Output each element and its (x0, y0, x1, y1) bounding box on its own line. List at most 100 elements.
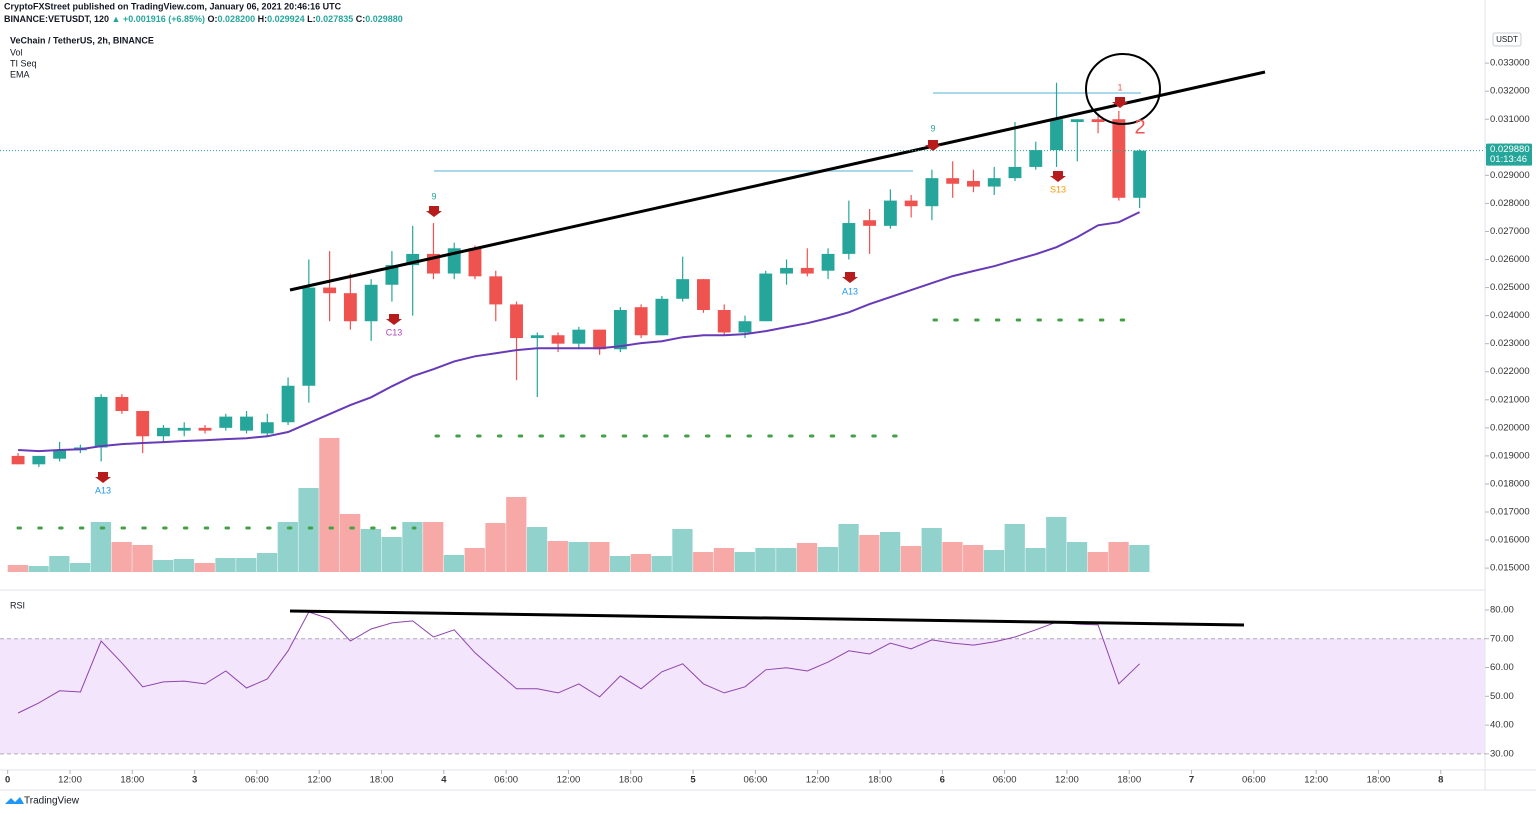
volume-bar (796, 543, 818, 572)
candle-body (510, 304, 523, 339)
volume-bar (817, 547, 838, 572)
volume-bar (963, 545, 984, 572)
y-tick-label: 0.019000 (1490, 450, 1530, 461)
volume-bar (90, 522, 112, 572)
y-tick-label: 0.016000 (1490, 535, 1530, 546)
ohlc-key: C: (356, 14, 366, 24)
volume-bar (1087, 552, 1108, 572)
candle-body (53, 450, 67, 459)
volume-bar (651, 556, 672, 572)
volume-bar (755, 548, 776, 572)
candle-body (115, 396, 129, 412)
y-tick-label: 0.021000 (1490, 394, 1530, 405)
annotation: 9 (930, 123, 935, 133)
indicator: Vol (10, 47, 23, 57)
y2-tick-label: 40.00 (1490, 720, 1514, 731)
x-tick-label: 8 (1438, 775, 1443, 786)
candle-body (406, 253, 420, 266)
ohlc-key: L: (307, 14, 316, 24)
volume-bar (49, 556, 70, 572)
x-tick-label: 18:00 (619, 775, 643, 786)
ohlc-value: 0.029880 (365, 14, 403, 24)
published-line: CryptoFXStreet published on TradingView.… (4, 1, 342, 11)
y-tick-label: 0.023000 (1490, 338, 1530, 349)
plot (11, 82, 1147, 714)
y2-tick-label: 70.00 (1490, 633, 1514, 644)
x-tick-label: 12:00 (1304, 775, 1328, 786)
candle-body (883, 200, 897, 226)
volume-bar (526, 527, 548, 572)
candle-body (946, 178, 960, 184)
volume-bar (713, 548, 735, 572)
x-tick-label: 6 (940, 775, 945, 786)
currency-box (1492, 32, 1522, 47)
volume-bar (464, 548, 485, 572)
candle-body (821, 253, 835, 271)
rsi-background (0, 638, 1485, 755)
ema-line (18, 211, 1141, 453)
volume-bar (1046, 517, 1067, 572)
y2-tick-label: 30.00 (1490, 748, 1514, 759)
candle-body (1091, 119, 1105, 123)
candle-body (219, 416, 233, 428)
candle-body (800, 267, 814, 274)
volume-bar (402, 522, 423, 572)
candle-body (593, 329, 607, 350)
volume-bar (568, 542, 589, 572)
candle-body (987, 178, 1001, 187)
y-tick-label: 0.025000 (1490, 282, 1530, 293)
x-tick-label: 12:00 (1055, 775, 1079, 786)
indicator: EMA (10, 69, 30, 79)
y-tick-label: 0.017000 (1490, 507, 1530, 518)
y2-tick-label: 60.00 (1490, 662, 1514, 673)
volume-bar (506, 497, 527, 572)
y-tick-label: 0.033000 (1490, 58, 1530, 69)
annotations: A13 9 C13 A13 9 S13 1 2 (95, 82, 1146, 495)
annotation: 2 (1134, 116, 1145, 138)
volume-bar (173, 559, 195, 572)
x-tick-label: 5 (690, 775, 696, 786)
y-tick-label: 0.027000 (1490, 226, 1530, 237)
annotation: C13 (386, 327, 403, 337)
candle-body (1050, 119, 1063, 151)
candle-body (323, 287, 337, 294)
volume-bar (776, 548, 797, 572)
candle-body (281, 385, 295, 423)
x-tick-label: 12:00 (806, 775, 830, 786)
y-tick-label: 0.031000 (1490, 114, 1530, 125)
candle-body (613, 310, 627, 350)
candle-body (157, 427, 170, 437)
volume-bar (319, 438, 340, 572)
change: ▲ +0.001916 (+6.85%) (112, 14, 205, 24)
candle-body (198, 427, 212, 431)
ohlc-value: 0.027835 (316, 14, 354, 24)
x-tick-label: 18:00 (370, 775, 394, 786)
annotation: S13 (1050, 184, 1066, 194)
volume-bar (1108, 542, 1129, 572)
volume-bar (609, 556, 631, 572)
volume-bar (672, 529, 693, 572)
volume-bar (838, 524, 859, 572)
y-tick-label: 0.028000 (1490, 198, 1530, 209)
indicator: TI Seq (10, 58, 37, 68)
volume-bar (153, 560, 174, 572)
volume-bar (443, 555, 465, 572)
candle-body (489, 276, 503, 305)
candle-body (863, 220, 877, 226)
drawings (95, 53, 1266, 627)
volume-bar (28, 566, 49, 572)
candle-body (717, 310, 731, 333)
x-tick-label: 4 (441, 775, 447, 786)
candle-body (1112, 119, 1126, 198)
ohlc-value: 0.029924 (267, 14, 305, 24)
x-tick-label: 3 (192, 775, 197, 786)
countdown: 01:13:46 (1490, 154, 1527, 165)
candle-body (634, 307, 648, 336)
candle-body (738, 321, 752, 333)
x-tick-label: 12:00 (58, 775, 82, 786)
candle-body (572, 329, 586, 344)
volume-bar (942, 542, 963, 572)
volume-bar (194, 563, 215, 572)
x-tick-label: 06:00 (743, 775, 767, 786)
